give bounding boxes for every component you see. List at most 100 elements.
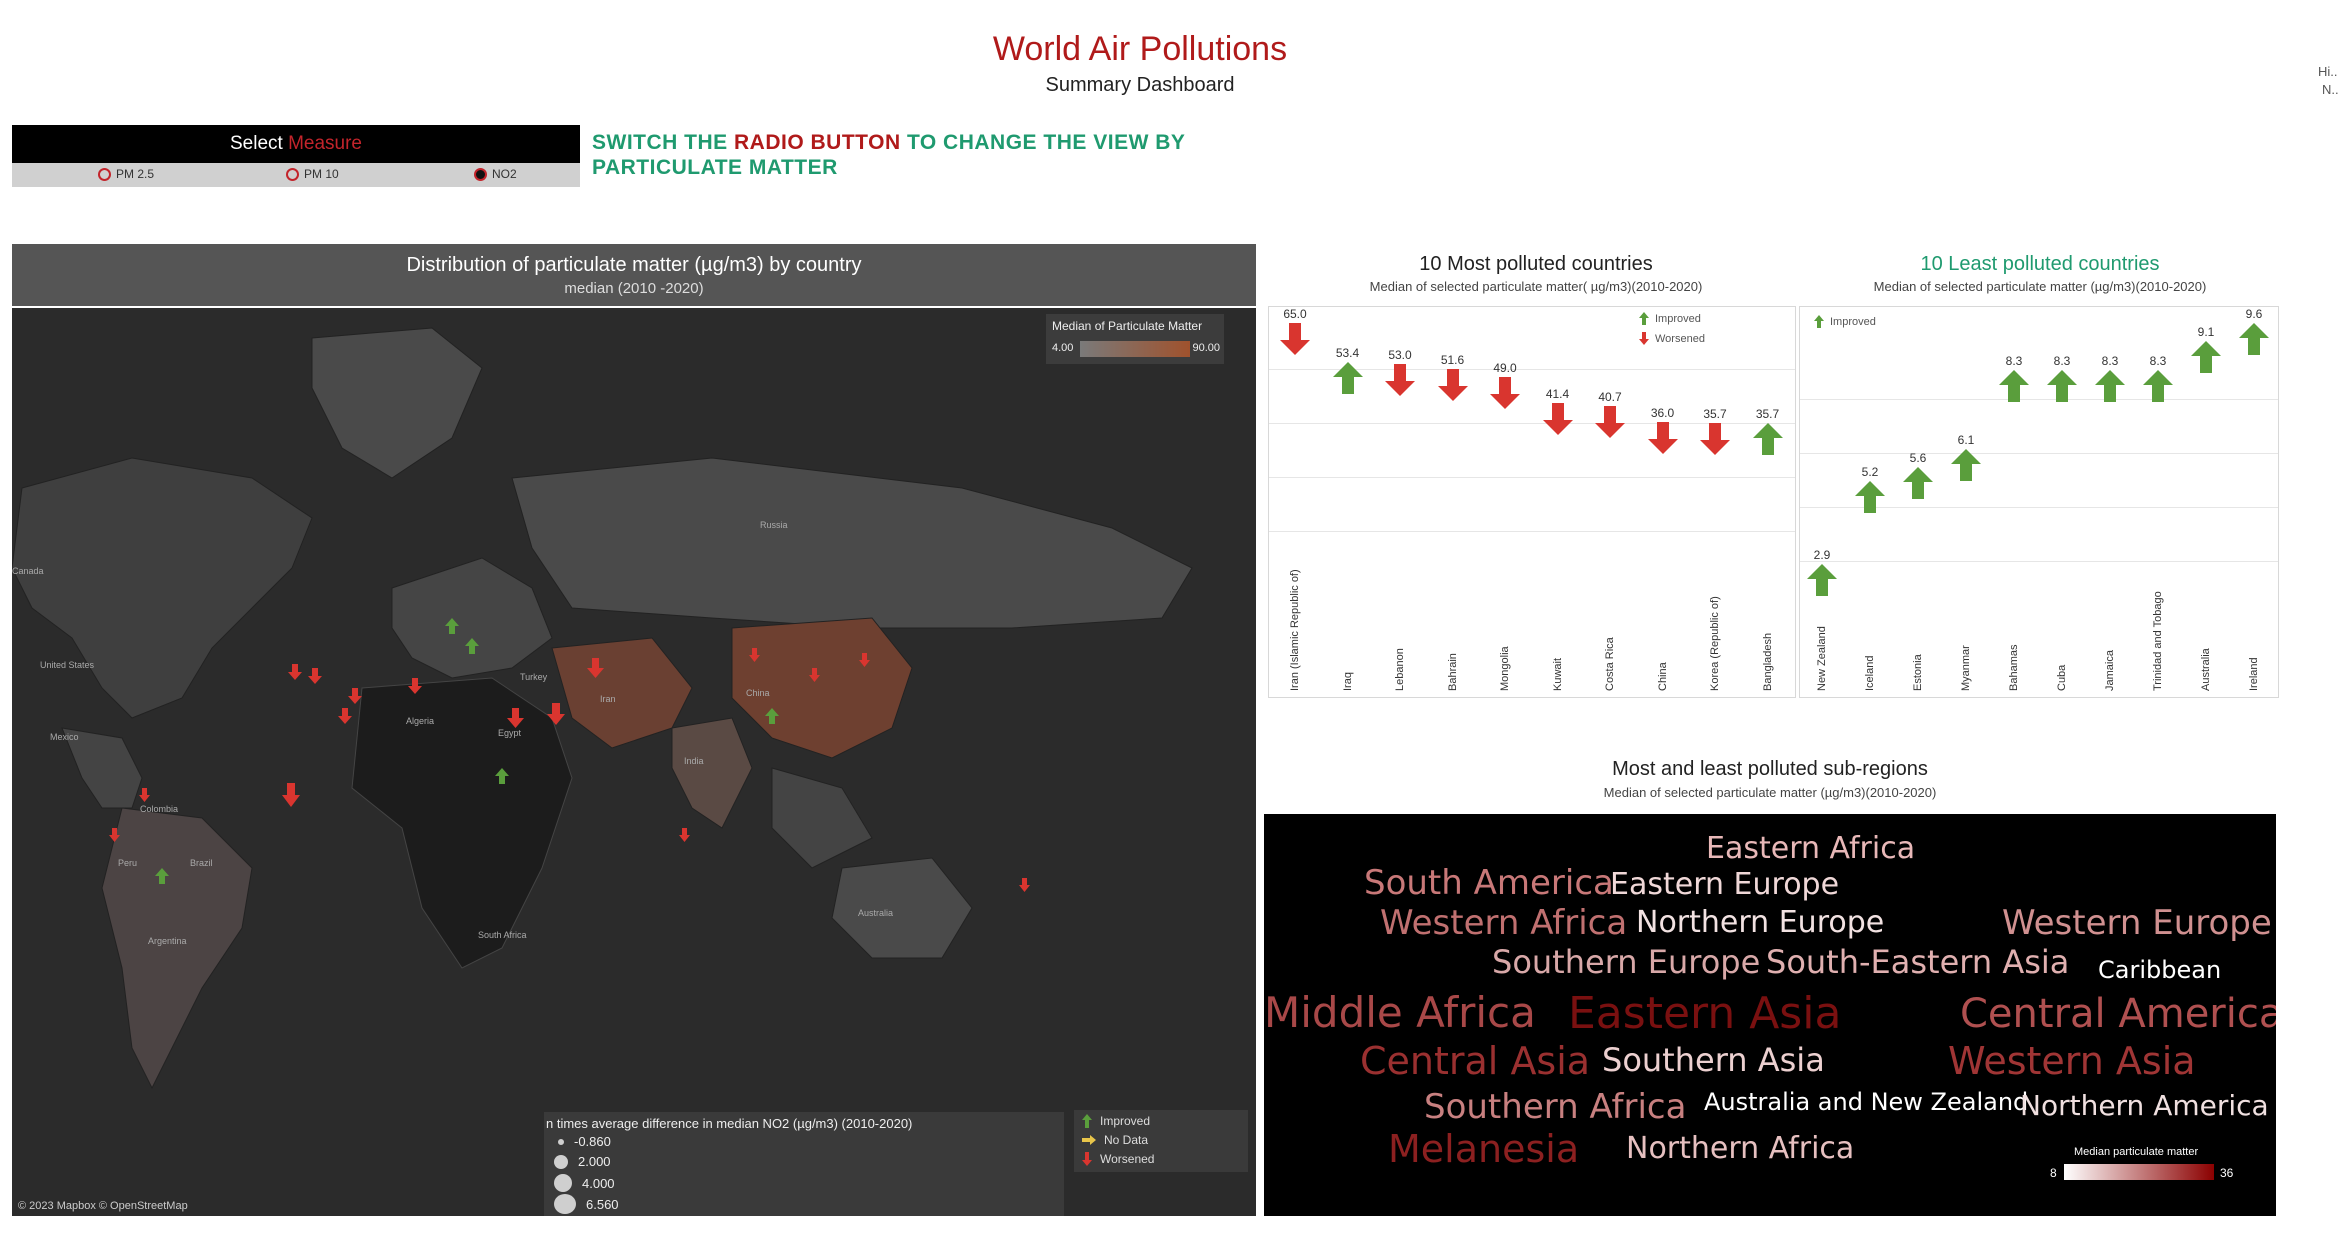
world-map-svg[interactable]: [12, 308, 1256, 1216]
rank-country-label[interactable]: Trinidad and Tobago: [2152, 591, 2164, 691]
subregion-word[interactable]: Eastern Africa: [1706, 831, 1916, 866]
instruction-part2: RADIO BUTTON: [734, 131, 901, 154]
rank-country-label[interactable]: Iceland: [1864, 655, 1876, 691]
status-legend-worsened[interactable]: Worsened: [1082, 1152, 1154, 1166]
south-america-shape: [101, 807, 253, 1090]
arrow-up-icon: [2047, 369, 2077, 402]
rank-country-label[interactable]: Bahrain: [1446, 653, 1459, 691]
radio-pm25-circle[interactable]: [98, 167, 111, 181]
world-map[interactable]: Canada United States Mexico Colombia Per…: [12, 308, 1256, 1216]
rank-item[interactable]: 6.1: [1941, 433, 1991, 481]
subregion-word[interactable]: Eastern Europe: [1610, 867, 1840, 902]
radio-pm10[interactable]: PM 10: [286, 167, 339, 181]
rank-item[interactable]: 51.6: [1428, 353, 1478, 401]
radio-pm25-label[interactable]: PM 2.5: [116, 167, 155, 181]
radio-no2-circle[interactable]: [474, 167, 487, 181]
rank-item[interactable]: 8.3: [2085, 354, 2135, 402]
rank-item[interactable]: 53.0: [1375, 348, 1425, 396]
subregion-word[interactable]: South America: [1364, 863, 1614, 903]
rank-country-label[interactable]: Iraq: [1341, 672, 1354, 691]
rank-item[interactable]: 36.0: [1638, 406, 1688, 454]
subregion-word[interactable]: South-Eastern Asia: [1766, 943, 2070, 981]
radio-pm25[interactable]: PM 2.5: [98, 167, 154, 181]
subregion-word[interactable]: Northern Africa: [1626, 1131, 1855, 1166]
subregion-word[interactable]: Southern Asia: [1602, 1041, 1825, 1079]
rank-country-label[interactable]: Cuba: [2056, 664, 2068, 691]
subregion-word[interactable]: Central America: [1960, 991, 2276, 1037]
rank-item[interactable]: 9.1: [2181, 325, 2231, 373]
rank-item[interactable]: 5.2: [1845, 465, 1895, 514]
rank-item[interactable]: 35.7: [1743, 407, 1793, 455]
least-polluted-chart[interactable]: Improved 2.9 New Zealand 5.2 Iceland 5.6 Esto…: [1799, 306, 2279, 698]
measure-label-prefix: Select: [229, 133, 289, 154]
subregion-word[interactable]: Australia and New Zealand: [1704, 1088, 2029, 1116]
radio-no2[interactable]: NO2: [474, 167, 517, 181]
status-legend-nodata[interactable]: No Data: [1082, 1133, 1148, 1147]
rank-country-label[interactable]: Ireland: [2248, 657, 2260, 691]
rank-item[interactable]: 9.6: [2229, 307, 2279, 355]
rank-country-label[interactable]: Myanmar: [1960, 645, 1972, 691]
rank-country-label[interactable]: New Zealand: [1816, 626, 1828, 691]
subregion-word[interactable]: Northern Europe: [1636, 905, 1885, 940]
rank-country-label[interactable]: Australia: [2200, 648, 2212, 691]
subregion-word[interactable]: Central Asia: [1360, 1039, 1591, 1083]
rank-item[interactable]: 49.0: [1480, 361, 1530, 410]
rank-country-label[interactable]: Jamaica: [2104, 650, 2116, 691]
rank-item[interactable]: 2.9: [1797, 548, 1847, 597]
rank-country-label[interactable]: Lebanon: [1394, 648, 1406, 691]
rank-value: 40.7: [1598, 389, 1622, 404]
subregion-word[interactable]: Southern Africa: [1424, 1087, 1687, 1127]
gridline: [1800, 507, 2278, 508]
measure-radio-group: PM 2.5 PM 10 NO2: [12, 163, 580, 187]
radio-no2-label[interactable]: NO2: [492, 167, 517, 181]
measure-selector: Select Measure PM 2.5 PM 10 NO2: [12, 125, 580, 189]
corner-text-2[interactable]: N..: [2322, 82, 2339, 97]
rank-country-label[interactable]: Bangladesh: [1761, 632, 1774, 691]
map-label-china: China: [746, 688, 770, 698]
subregion-word[interactable]: Western Europe: [2002, 903, 2272, 943]
russia-shape: [511, 457, 1193, 629]
rank-item[interactable]: 5.6: [1893, 451, 1943, 499]
north-america-shape: [12, 457, 313, 719]
rank-country-label[interactable]: Kuwait: [1551, 657, 1564, 691]
subregion-word[interactable]: Middle Africa: [1264, 988, 1536, 1037]
subregions-word-cloud[interactable]: Eastern Africa South America Eastern Europ…: [1264, 814, 2276, 1216]
subregion-word[interactable]: Melanesia: [1388, 1127, 1580, 1171]
map-credit[interactable]: © 2023 Mapbox © OpenStreetMap: [18, 1200, 188, 1212]
rank-country-label[interactable]: Korea (Republic of): [1709, 596, 1721, 691]
subregion-word[interactable]: Eastern Asia: [1568, 988, 1842, 1039]
subregion-word[interactable]: Caribbean: [2098, 956, 2222, 984]
rank-country-label[interactable]: Costa Rica: [1604, 637, 1616, 691]
corner-text-1[interactable]: Hi..: [2318, 64, 2338, 79]
radio-pm10-label[interactable]: PM 10: [304, 167, 339, 181]
rank-item[interactable]: 40.7: [1585, 390, 1635, 438]
radio-pm10-circle[interactable]: [286, 167, 299, 181]
greenland-shape: [311, 327, 483, 479]
rank-item[interactable]: 65.0: [1270, 307, 1320, 355]
subregion-word[interactable]: Northern America: [2020, 1089, 2269, 1122]
rank-item[interactable]: 8.3: [2133, 354, 2183, 402]
instruction-part1: SWITCH THE: [592, 131, 734, 154]
rank-country-label[interactable]: Iran (Islamic Republic of): [1289, 569, 1301, 691]
arrow-up-icon: [1639, 312, 1649, 325]
rank-item[interactable]: 8.3: [2037, 354, 2087, 402]
subregions-legend-max: 36: [2220, 1166, 2234, 1180]
rank-country-label[interactable]: Mongolia: [1499, 646, 1511, 691]
most-polluted-chart[interactable]: Improved Worsened 65.0 Iran (Islamic Repu…: [1268, 306, 1796, 698]
rank-item[interactable]: 41.4: [1533, 387, 1583, 436]
arrow-up-icon: [2191, 341, 2221, 373]
se-asia-shape: [771, 767, 873, 869]
status-legend-improved[interactable]: Improved: [1082, 1114, 1150, 1128]
size-legend-item: 6.560: [554, 1194, 619, 1214]
rank-item[interactable]: 53.4: [1323, 346, 1373, 395]
arrow-up-icon: [2095, 369, 2125, 402]
subregions-legend-min: 8: [2050, 1166, 2057, 1180]
rank-item[interactable]: 35.7: [1690, 407, 1740, 455]
subregion-word[interactable]: Western Asia: [1948, 1039, 2196, 1083]
rank-country-label[interactable]: Bahamas: [2008, 644, 2020, 691]
rank-item[interactable]: 8.3: [1989, 354, 2039, 402]
rank-country-label[interactable]: Estonia: [1912, 654, 1924, 691]
subregion-word[interactable]: Western Africa: [1380, 903, 1628, 943]
subregion-word[interactable]: Southern Europe: [1492, 943, 1761, 981]
rank-country-label[interactable]: China: [1656, 662, 1669, 691]
